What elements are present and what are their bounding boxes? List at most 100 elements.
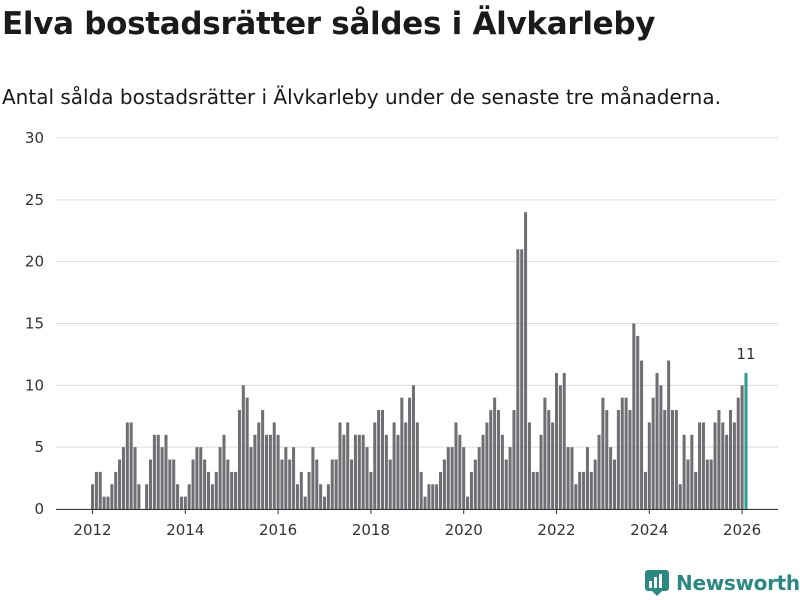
bar: [179, 496, 183, 509]
bar: [628, 410, 632, 509]
y-tick-label: 25: [25, 191, 44, 209]
bar: [462, 447, 466, 509]
bar: [640, 360, 644, 509]
bar: [365, 447, 369, 509]
bar: [392, 422, 396, 509]
bar: [268, 434, 272, 509]
bar: [493, 397, 497, 509]
bar: [450, 447, 454, 509]
bar: [357, 434, 361, 509]
y-tick-label: 5: [34, 438, 44, 456]
newsworthy-logo-text: Newsworthy: [676, 571, 800, 595]
chart-title: Elva bostadsrätter såldes i Älvkarleby: [2, 6, 656, 42]
bar: [288, 459, 292, 509]
bar: [214, 471, 218, 509]
bar: [512, 410, 516, 509]
bar: [411, 385, 415, 509]
bar: [551, 422, 555, 509]
y-tick-label: 30: [25, 129, 44, 147]
x-tick-label: 2012: [73, 521, 111, 539]
bar: [330, 459, 334, 509]
bar: [439, 471, 443, 509]
bar: [307, 471, 311, 509]
bar: [709, 459, 713, 509]
bar: [717, 410, 721, 509]
bar: [91, 484, 95, 509]
bar: [408, 397, 412, 509]
bar: [729, 410, 733, 509]
bar: [601, 397, 605, 509]
bar: [555, 372, 559, 509]
bar: [350, 459, 354, 509]
bar: [338, 422, 342, 509]
bar: [245, 397, 249, 509]
bar: [261, 410, 265, 509]
bar: [183, 496, 187, 509]
bar: [377, 410, 381, 509]
bar: [156, 434, 160, 509]
bar: [504, 459, 508, 509]
bar: [454, 422, 458, 509]
bar: [125, 422, 129, 509]
bar: [249, 447, 253, 509]
bar: [531, 471, 535, 509]
bar: [655, 372, 659, 509]
bar: [543, 397, 547, 509]
bar: [682, 434, 686, 509]
bar: [674, 410, 678, 509]
bar: [404, 422, 408, 509]
bar: [276, 434, 280, 509]
bar: [643, 471, 647, 509]
newsworthy-logo: Newsworthy: [644, 569, 800, 597]
bar: [651, 397, 655, 509]
bar: [98, 471, 102, 509]
bar: [624, 397, 628, 509]
bar: [725, 434, 729, 509]
bar: [110, 484, 114, 509]
bar: [323, 496, 327, 509]
bar: [613, 459, 617, 509]
bar: [667, 360, 671, 509]
bar: [636, 335, 640, 509]
bar: [535, 471, 539, 509]
bar: [195, 447, 199, 509]
bar: [558, 385, 562, 509]
highlight-bar: [744, 372, 748, 509]
x-tick-label: 2026: [723, 521, 761, 539]
bar: [713, 422, 717, 509]
bar: [705, 459, 709, 509]
bar: [694, 471, 698, 509]
x-tick-label: 2024: [630, 521, 668, 539]
bar: [524, 212, 528, 509]
bar: [431, 484, 435, 509]
bar: [400, 397, 404, 509]
bar: [257, 422, 261, 509]
bar: [388, 459, 392, 509]
bar: [361, 434, 365, 509]
x-tick-label: 2016: [259, 521, 297, 539]
bar: [659, 385, 663, 509]
bar: [353, 434, 357, 509]
bar: [284, 447, 288, 509]
highlight-value-label: 11: [736, 345, 755, 363]
bar: [701, 422, 705, 509]
bar: [299, 471, 303, 509]
chart-subtitle: Antal sålda bostadsrätter i Älvkarleby u…: [2, 85, 721, 109]
bar: [342, 434, 346, 509]
bar: [574, 484, 578, 509]
bar: [539, 434, 543, 509]
bar: [516, 249, 520, 510]
bar: [678, 484, 682, 509]
bar: [740, 385, 744, 509]
bar: [373, 422, 377, 509]
bar: [381, 410, 385, 509]
bar: [160, 447, 164, 509]
bar: [500, 434, 504, 509]
bar: [442, 459, 446, 509]
bar: [187, 484, 191, 509]
bar: [686, 459, 690, 509]
bar: [663, 410, 667, 509]
bar: [102, 496, 106, 509]
bar: [423, 496, 427, 509]
bar: [620, 397, 624, 509]
